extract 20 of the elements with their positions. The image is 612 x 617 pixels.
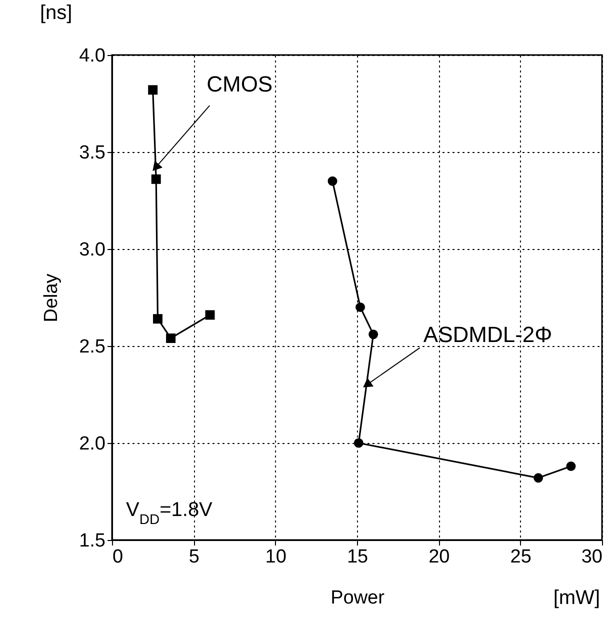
x-tick-label: 10 [265, 546, 286, 568]
x-tick-label: 30 [581, 546, 602, 568]
x-tick-label: 5 [188, 546, 200, 568]
text: [ns] [40, 2, 72, 24]
y-tick-label: 3.0 [79, 240, 106, 260]
y-tick-label: 4.0 [79, 46, 106, 66]
x-tick-label: 25 [510, 546, 532, 568]
x-axis-title: Power [330, 588, 386, 608]
text: [mW] [553, 587, 600, 609]
annotation: ASDMDL-2Φ [423, 322, 552, 347]
y-tick-label: 1.5 [79, 530, 106, 552]
y-axis-title: Delay [41, 273, 62, 322]
y-tick-label: 2.0 [79, 434, 106, 454]
x-tick-label: 0 [112, 546, 124, 568]
x-tick-label: 20 [428, 546, 450, 568]
x-tick-label: 15 [346, 546, 368, 568]
annotation: CMOS [206, 72, 273, 97]
y-tick-label: 2.5 [79, 336, 106, 358]
annotation: V$_{DD}$=1.8V [126, 499, 214, 527]
y-tick-label: 3.5 [79, 142, 106, 164]
